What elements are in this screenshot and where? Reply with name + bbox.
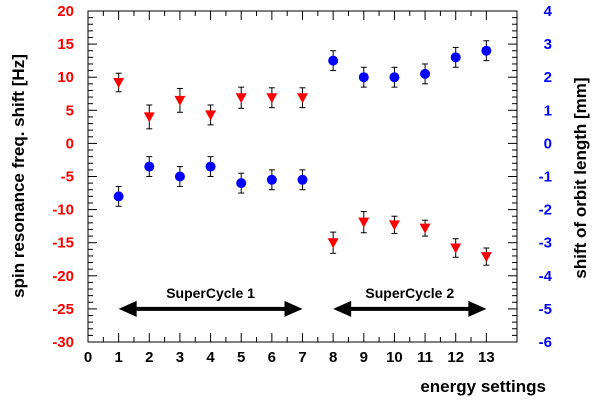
y-right-tick-label: 0: [544, 135, 552, 152]
x-tick-label: 9: [360, 349, 368, 366]
y-right-tick-label: 4: [544, 3, 553, 20]
annotation-label: SuperCycle 1: [166, 285, 255, 301]
x-tick-label: 10: [386, 349, 403, 366]
arrow-head-left: [333, 300, 352, 317]
y-left-tick-label: -30: [52, 334, 74, 351]
y-right-tick-label: -5: [539, 301, 552, 318]
x-tick-label: 4: [206, 349, 215, 366]
arrow-head-right: [284, 300, 303, 317]
freq-shift-point: [205, 110, 217, 121]
freq-shift-point: [266, 93, 278, 104]
orbit-length-point: [389, 72, 400, 83]
x-tick-label: 6: [268, 349, 276, 366]
freq-shift-point: [113, 77, 125, 88]
orbit-length-point: [481, 45, 492, 56]
annotation-label: SuperCycle 2: [365, 285, 454, 301]
y-left-tick-label: 20: [57, 3, 74, 20]
x-tick-label: 11: [417, 349, 433, 366]
arrow-head-left: [118, 300, 137, 317]
x-tick-label: 0: [84, 349, 92, 366]
arrow-head-right: [468, 300, 487, 317]
x-tick-label: 7: [298, 349, 306, 366]
y-left-tick-label: -5: [61, 169, 74, 186]
annotations: SuperCycle 1 SuperCycle 2: [118, 285, 487, 317]
freq-shift-point: [480, 252, 492, 263]
error-bars: [115, 40, 490, 266]
x-axis-title: energy settings: [420, 377, 546, 396]
y-right-tick-label: 2: [544, 69, 552, 86]
y-left-tick-label: 0: [66, 135, 74, 152]
freq-shift-point: [358, 217, 370, 228]
orbit-length-point: [297, 174, 308, 185]
x-tick-label: 8: [329, 349, 337, 366]
y-right-tick-label: 1: [544, 102, 552, 119]
y-right-tick-label: -3: [539, 235, 552, 252]
orbit-length-point: [236, 178, 247, 189]
y-left-tick-label: -25: [52, 301, 74, 318]
y-left-tick-label: -15: [52, 235, 74, 252]
freq-shift-point: [143, 112, 155, 123]
freq-shift-point: [450, 243, 462, 254]
x-tick-label: 12: [447, 349, 464, 366]
freq-shift-point: [419, 223, 431, 234]
y-right-tick-label: -4: [539, 268, 553, 285]
y-right-tick-label: -1: [539, 169, 552, 186]
freq-shift-point: [174, 95, 186, 106]
x-tick-label: 5: [237, 349, 245, 366]
orbit-length-point: [205, 161, 216, 172]
orbit-length-point: [328, 55, 339, 66]
freq-shift-point: [235, 93, 247, 104]
orbit-length-point: [358, 72, 369, 83]
x-tick-label: 2: [145, 349, 153, 366]
orbit-length-point: [174, 171, 185, 182]
y-left-tick-label: -20: [52, 268, 74, 285]
orbit-length-point: [144, 161, 155, 172]
x-tick-label: 1: [114, 349, 122, 366]
y-axis-left-title: spin resonance freq. shift [Hz]: [9, 54, 28, 298]
orbit-length-point: [450, 52, 461, 63]
x-tick-label: 13: [478, 349, 495, 366]
freq-shift-point: [297, 93, 308, 104]
freq-shift-point: [388, 220, 400, 231]
markers: [113, 45, 492, 263]
freq-shift-point: [327, 238, 339, 249]
y-left-tick-label: -10: [52, 202, 74, 219]
y-left-tick-label: 10: [57, 69, 74, 86]
orbit-length-point: [420, 68, 431, 79]
y-right-tick-label: -6: [539, 334, 552, 351]
tick-labels: 0 1 2 3 4 5 6 7 8 9 10 11 12 1320151050-5-10-15-20-25…: [52, 3, 552, 366]
y-axis-right-title: shift of orbit length [mm]: [571, 77, 590, 278]
orbit-length-point: [266, 174, 277, 185]
y-right-tick-label: 3: [544, 36, 552, 53]
orbit-length-point: [113, 191, 124, 202]
y-left-tick-label: 15: [57, 36, 74, 53]
y-left-tick-label: 5: [66, 102, 74, 119]
y-right-tick-label: -2: [539, 202, 552, 219]
x-tick-label: 3: [176, 349, 184, 366]
ticks: [87, 10, 517, 343]
